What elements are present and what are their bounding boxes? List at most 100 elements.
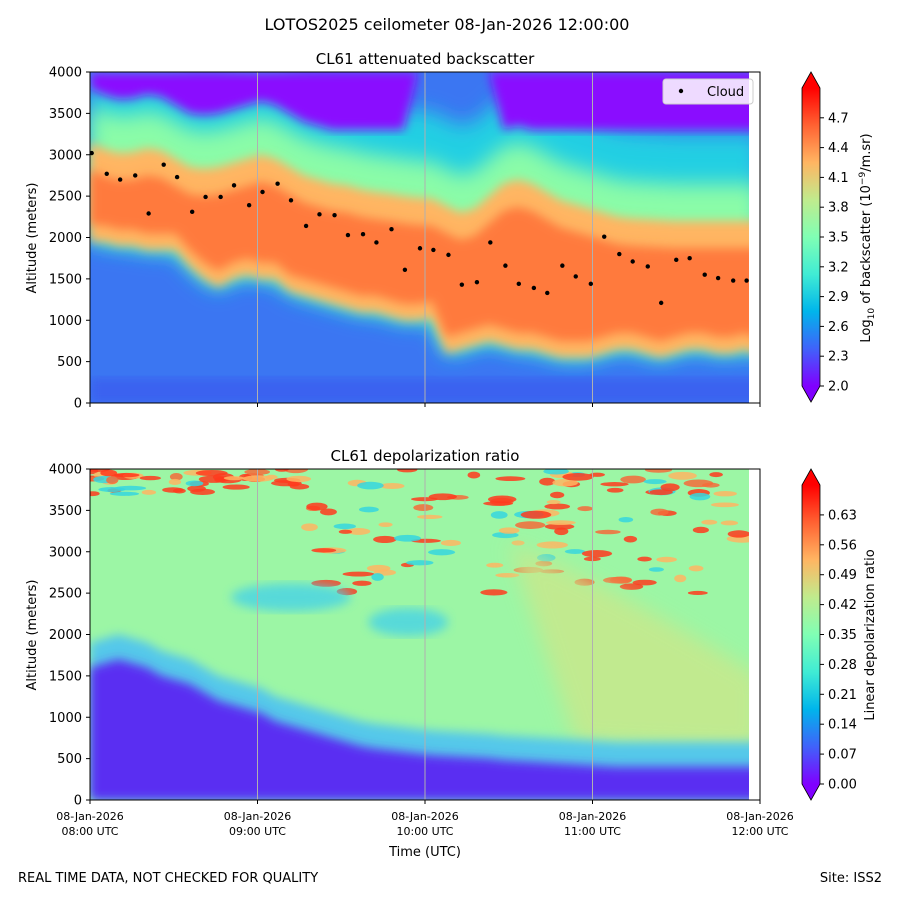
colorbar-tick-label: 0.07 <box>828 748 857 763</box>
cloud-legend-marker <box>678 88 684 94</box>
cloud-base-point <box>345 232 351 238</box>
cloud-base-point <box>531 285 537 291</box>
depolarization-colorbar: 0.00 0.07 0.14 0.21 0.28 0.35 0.42 0.49 0.56 0.63… <box>801 468 878 801</box>
x-tick-label-date: 08-Jan-2026 <box>726 810 794 823</box>
cloud-base-point <box>317 212 322 217</box>
depolarization-title: CL61 depolarization ratio <box>331 447 520 465</box>
y-tick-label: 2500 <box>49 587 82 602</box>
cloud-base-point <box>602 234 607 239</box>
colorbar-tick-label: 3.2 <box>828 260 849 275</box>
y-tick-label: 3000 <box>49 545 82 560</box>
cloud-base-point <box>402 267 408 272</box>
cloud-base-point <box>731 278 736 283</box>
colorbar-tick-label: 4.1 <box>828 171 849 186</box>
depol-elevated-layer <box>508 543 760 751</box>
y-tick-label: 2000 <box>49 231 82 246</box>
cloud-base-point <box>90 150 94 156</box>
y-tick-label: 500 <box>57 752 82 767</box>
cloud-base-point <box>260 189 265 195</box>
colorbar-tick-label: 3.8 <box>828 201 849 216</box>
cloud-base-point <box>459 282 465 287</box>
backscatter-title: CL61 attenuated backscatter <box>316 50 535 68</box>
colorbar-extend-max <box>802 72 820 88</box>
cloud-base-point <box>360 231 366 237</box>
y-tick-label: 2000 <box>49 628 82 643</box>
colorbar-extend-min <box>802 784 820 800</box>
cloud-base-point <box>516 281 521 287</box>
cloud-base-point <box>189 209 195 215</box>
cloud-base-point <box>503 263 508 268</box>
cloud-base-point <box>545 290 550 296</box>
colorbar-tick-label: 4.7 <box>828 111 849 126</box>
backscatter-colorbar-label: Log10 of backscatter (10−9/m.sr) <box>858 133 877 342</box>
cloud-legend: Cloud <box>662 78 754 105</box>
colorbar-tick-label: 4.4 <box>828 141 849 156</box>
y-tick-label: 500 <box>57 355 82 370</box>
cloud-base-point <box>417 246 423 251</box>
cloud-base-point <box>588 281 594 287</box>
cloud-base-point <box>374 240 379 245</box>
colorbar-tick-label: 0.14 <box>828 718 857 733</box>
colorbar-tick-label: 2.0 <box>828 380 849 395</box>
figure-title: LOTOS2025 ceilometer 08-Jan-2026 12:00:0… <box>265 15 630 34</box>
cloud-base-point <box>246 203 252 208</box>
cloud-base-point <box>573 274 578 279</box>
colorbar-tick-label: 0.56 <box>828 538 857 553</box>
colorbar-tick-label: 0.00 <box>828 778 857 793</box>
cloud-base-point <box>687 255 692 261</box>
cloud-base-point <box>275 181 280 186</box>
colorbar-extend-min <box>802 386 820 402</box>
depolarization-colorbar-label: Linear depolarization ratio <box>863 549 878 720</box>
x-tick-label-time: 10:00 UTC <box>396 825 453 838</box>
depolarization-heatmap <box>90 469 760 800</box>
backscatter-panel: CL61 attenuated backscatter 0 500 1000 1500… <box>25 50 877 412</box>
y-tick-label: 1500 <box>49 272 82 287</box>
y-tick-label: 3500 <box>49 504 82 519</box>
cloud-base-point <box>146 211 151 216</box>
colorbar-extend-max <box>802 469 820 485</box>
y-tick-label: 3500 <box>49 107 82 122</box>
depolarization-panel: CL61 depolarization ratio 0 500 1000 1500 20… <box>25 447 878 860</box>
cloud-base-point <box>303 223 309 229</box>
cloud-base-point <box>231 183 237 188</box>
backscatter-colorbar: 2.0 2.3 2.6 2.9 3.2 3.5 3.8 4.1 4.4 4.7 Log10 of … <box>801 71 877 403</box>
cloud-base-point <box>645 264 650 269</box>
x-tick-label-time: 08:00 UTC <box>61 825 118 838</box>
cloud-base-point <box>431 247 436 253</box>
cloud-base-point <box>104 171 109 176</box>
colorbar-tick-label: 0.28 <box>828 658 857 673</box>
cloud-base-point <box>617 251 622 257</box>
x-tick-label-time: 11:00 UTC <box>564 825 621 838</box>
depolarization-y-axis-label: Altitude (meters) <box>25 580 40 691</box>
y-tick-label: 0 <box>74 397 82 412</box>
footer-disclaimer: REAL TIME DATA, NOT CHECKED FOR QUALITY <box>18 871 318 886</box>
colorbar-tick-label: 0.35 <box>828 628 857 643</box>
backscatter-y-axis-label: Altitude (meters) <box>25 183 40 294</box>
y-tick-label: 1500 <box>49 669 82 684</box>
cloud-base-point <box>117 177 123 182</box>
y-tick-label: 0 <box>74 794 82 809</box>
colorbar-tick-label: 0.63 <box>828 508 857 523</box>
y-tick-label: 1000 <box>49 314 82 329</box>
footer-site: Site: ISS2 <box>820 871 882 886</box>
cloud-base-point <box>674 257 679 263</box>
cloud-legend-label: Cloud <box>707 85 744 100</box>
y-tick-label: 3000 <box>49 148 82 163</box>
y-tick-label: 1000 <box>49 711 82 726</box>
colorbar-tick-label: 2.9 <box>828 290 849 305</box>
cloud-base-point <box>744 278 749 283</box>
cloud-base-point <box>488 240 493 245</box>
cloud-base-point <box>203 194 208 200</box>
cloud-base-point <box>133 173 138 178</box>
x-tick-label-date: 08-Jan-2026 <box>559 810 627 823</box>
x-tick-label-date: 08-Jan-2026 <box>224 810 292 823</box>
x-tick-label-time: 12:00 UTC <box>731 825 788 838</box>
x-tick-label-date: 08-Jan-2026 <box>391 810 459 823</box>
cloud-base-point <box>446 252 451 258</box>
y-tick-label: 2500 <box>49 190 82 205</box>
cloud-base-point <box>658 300 664 306</box>
cloud-base-point <box>218 194 223 200</box>
cloud-base-point <box>474 279 480 285</box>
cloud-base-point <box>389 227 394 232</box>
colorbar-tick-label: 0.21 <box>828 688 857 703</box>
